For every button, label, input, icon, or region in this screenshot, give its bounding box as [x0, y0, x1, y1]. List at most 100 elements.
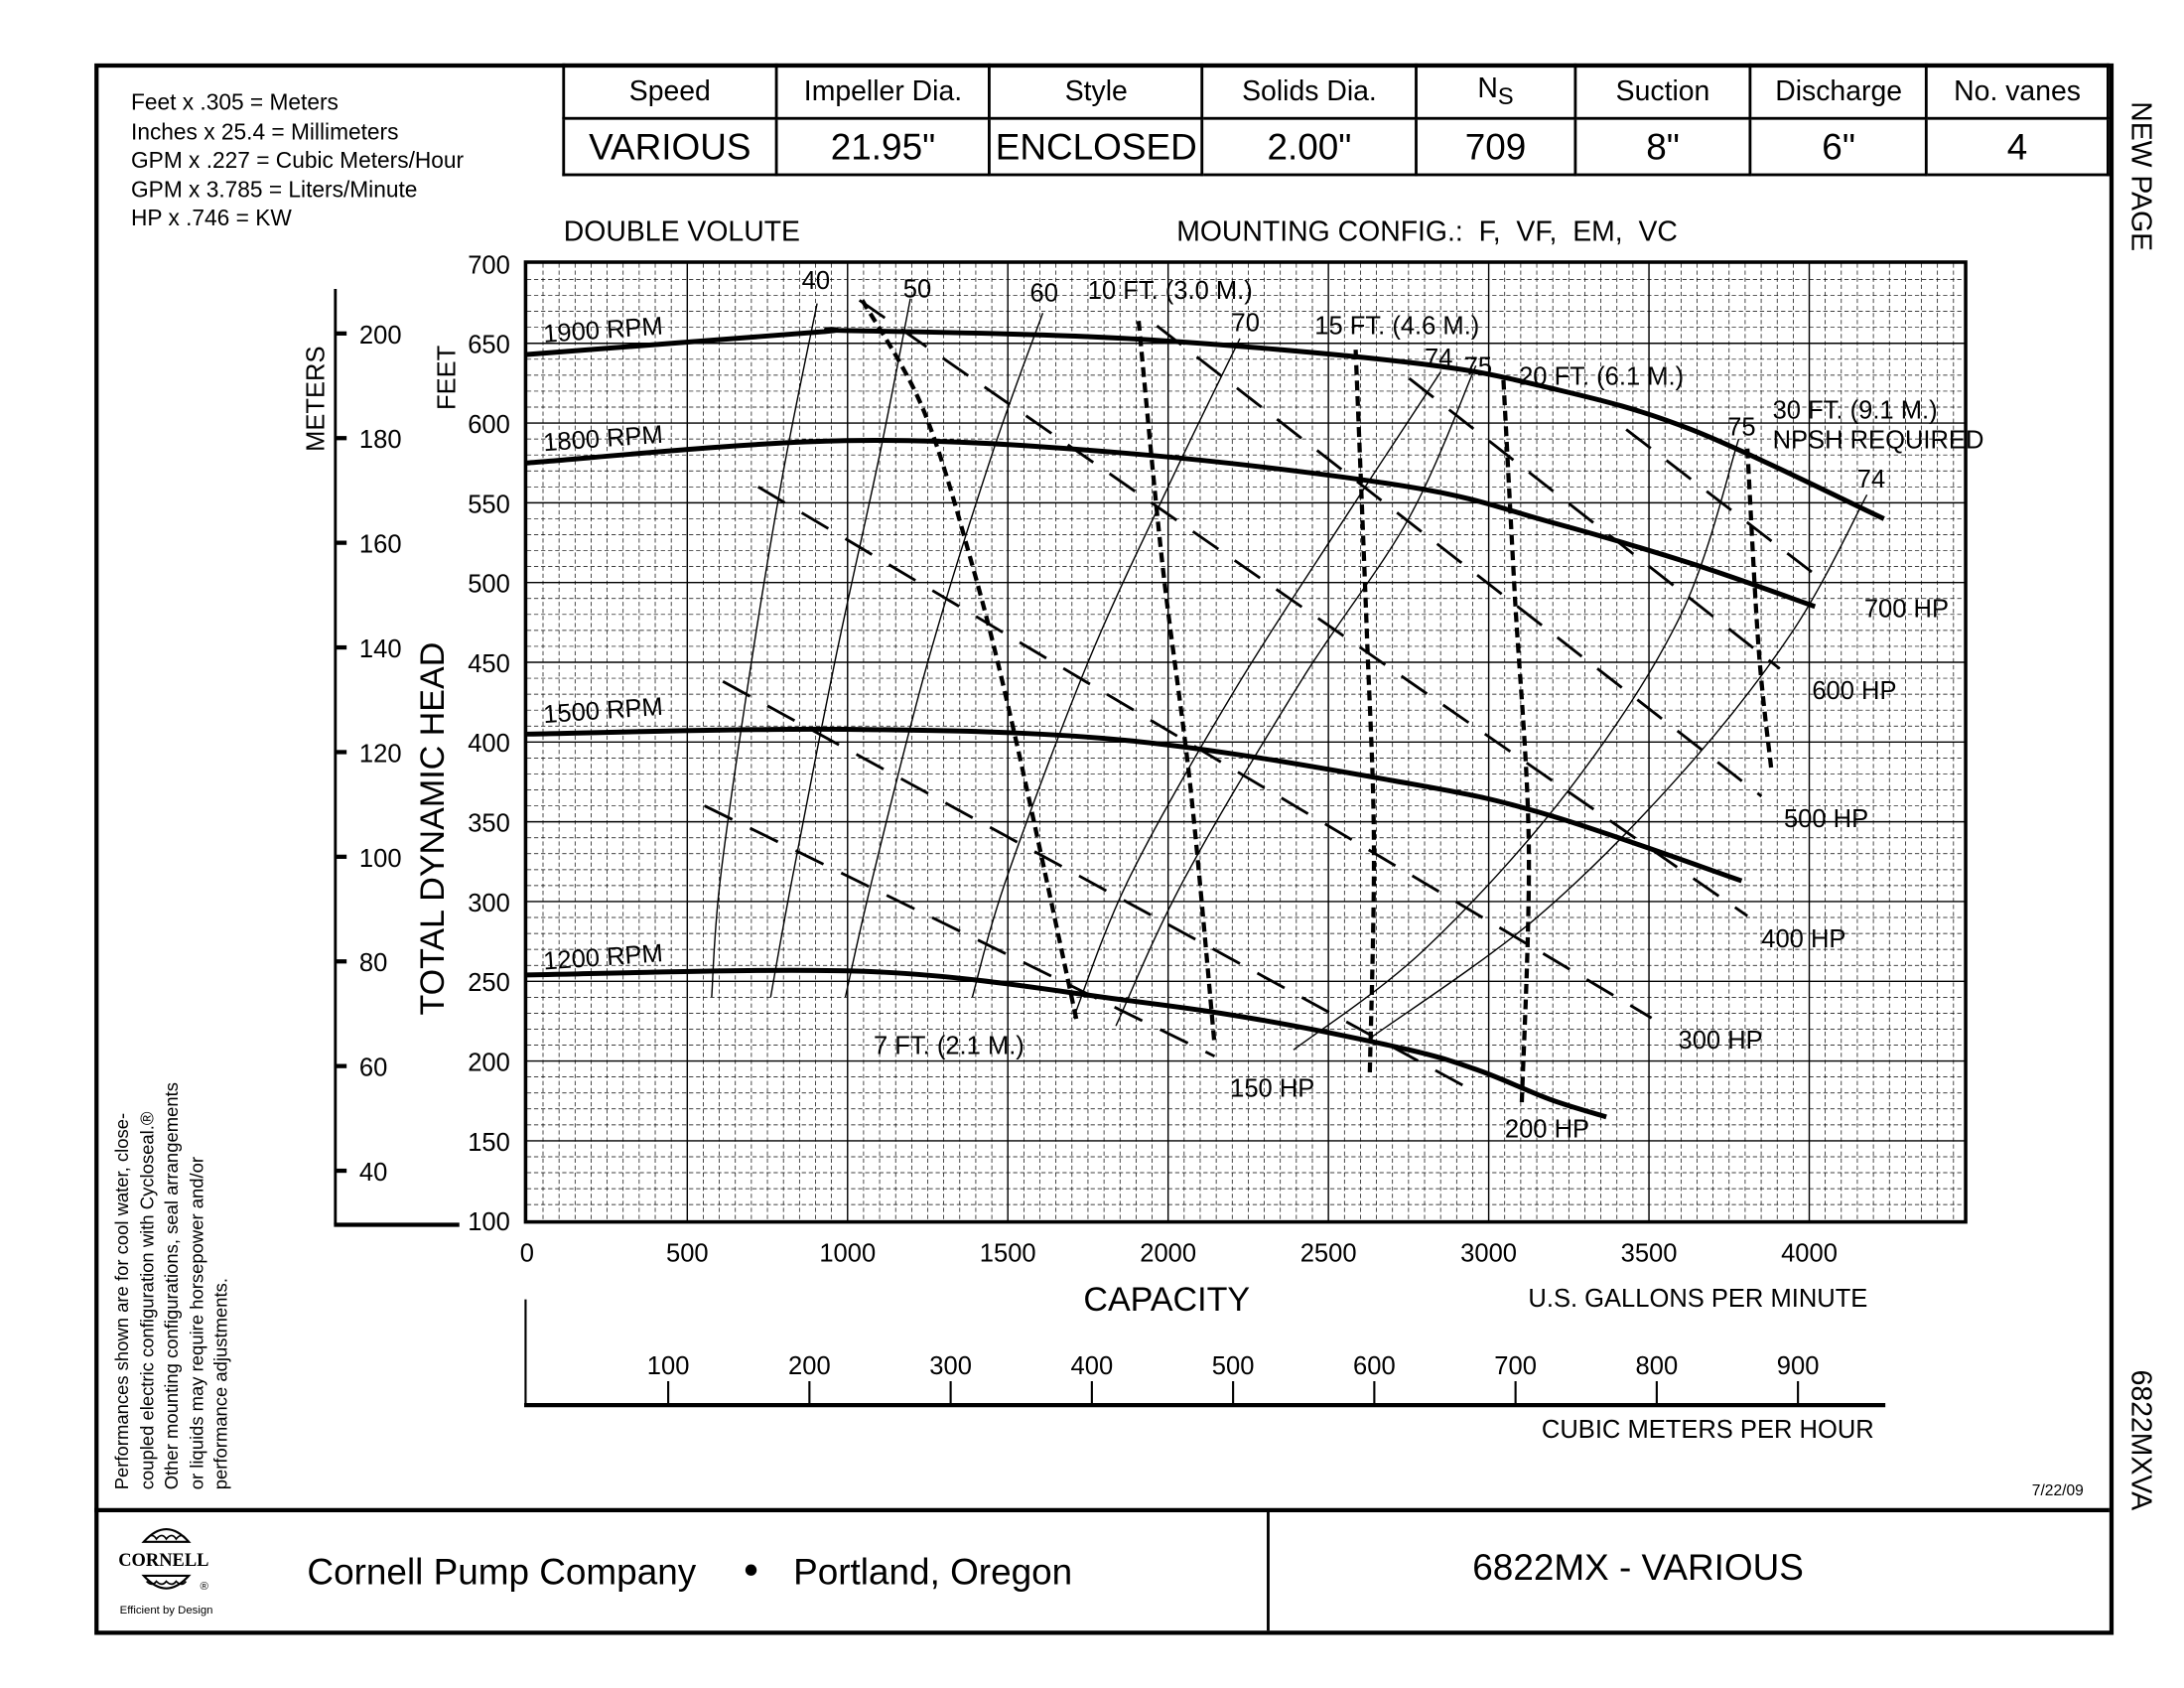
efficiency-label: 40	[802, 267, 830, 295]
horsepower-line	[1625, 428, 1825, 583]
horsepower-label: 700 HP	[1864, 596, 1949, 624]
model-title: 6822MX - VARIOUS	[1472, 1546, 1804, 1589]
footer-divider	[94, 1507, 2110, 1513]
m3h-tick-label: 800	[1636, 1352, 1679, 1380]
meters-tick-label: 40	[359, 1159, 387, 1187]
y-tick-label: 150	[468, 1129, 510, 1157]
ns-subscript: S	[1497, 82, 1514, 110]
y-tick-label: 500	[468, 571, 510, 599]
npsh-curve	[1353, 350, 1377, 1076]
npsh-label: 15 FT. (4.6 M.)	[1314, 312, 1479, 340]
horsepower-line	[1156, 324, 1763, 798]
company-name: Cornell Pump Company	[307, 1550, 697, 1593]
value-no-vanes: 4	[1925, 116, 2110, 177]
efficiency-label: 74	[1857, 466, 1885, 493]
m3h-tick-label: 100	[647, 1352, 690, 1380]
efficiency-label: 75	[1727, 414, 1755, 442]
chart-grid	[526, 263, 1967, 1221]
m3h-tick-label: 900	[1777, 1352, 1820, 1380]
meters-tick-label: 140	[359, 635, 402, 663]
npsh-curve	[1136, 321, 1217, 1046]
horsepower-label: 300 HP	[1679, 1027, 1763, 1055]
efficiency-curve	[1072, 371, 1441, 1019]
efficiency-label: 50	[903, 275, 931, 303]
horsepower-line	[704, 804, 1216, 1058]
x-tick-label: 2500	[1300, 1239, 1357, 1267]
header-discharge: Discharge	[1749, 63, 1929, 120]
value-speed: VARIOUS	[562, 116, 778, 177]
logo-tagline: Efficient by Design	[119, 1604, 213, 1618]
y-tick-label: 350	[468, 810, 510, 838]
y-axis-title: TOTAL DYNAMIC HEAD	[414, 642, 452, 1016]
header-ns: NS	[1415, 63, 1576, 120]
x-tick-label: 4000	[1781, 1239, 1838, 1267]
y-tick-label: 300	[468, 890, 510, 917]
logo-icon	[141, 1527, 192, 1590]
header-solids-dia: Solids Dia.	[1200, 63, 1418, 120]
npsh-label: 7 FT. (2.1 M.)	[874, 1033, 1024, 1060]
horsepower-label: 150 HP	[1230, 1074, 1314, 1102]
meters-tick-label: 200	[359, 322, 402, 350]
mounting-config-label: MOUNTING CONFIG.: F, VF, EM, VC	[1176, 216, 1678, 248]
m3h-tick-label: 500	[1212, 1352, 1255, 1380]
horsepower-label: 400 HP	[1761, 925, 1845, 953]
y-tick-label: 700	[468, 251, 510, 279]
meters-tick-label: 160	[359, 531, 402, 559]
footer-column-divider	[1267, 1509, 1270, 1631]
y-tick-label: 100	[468, 1208, 510, 1236]
value-style: ENCLOSED	[988, 116, 1204, 177]
horsepower-line	[858, 299, 1748, 917]
meters-tick-label: 180	[359, 426, 402, 454]
y-tick-label: 400	[468, 730, 510, 758]
conversion-line: GPM x .227 = Cubic Meters/Hour	[131, 149, 465, 174]
y-tick-label: 550	[468, 491, 510, 518]
m3h-tick-label: 400	[1071, 1352, 1114, 1380]
efficiency-curve	[1115, 364, 1477, 1027]
meters-tick-label: 120	[359, 740, 402, 768]
y2-axis-unit: METERS	[302, 346, 330, 451]
speed-curve	[526, 438, 1817, 610]
header-speed: Speed	[562, 63, 778, 120]
x-axis-title: CAPACITY	[1083, 1281, 1250, 1319]
npsh-curve	[1745, 448, 1774, 769]
unit-conversions: Feet x .305 = Meters Inches x 25.4 = Mil…	[131, 90, 464, 235]
x-tick-label: 1000	[819, 1239, 876, 1267]
ns-label: N	[1477, 72, 1498, 104]
bullet-separator	[745, 1564, 757, 1576]
npsh-required-note: NPSH REQUIRED	[1773, 426, 1984, 454]
chart-axes: 100 150 200 250 300 350 400 450 500 550 600 650 700 0…	[334, 251, 1968, 1408]
speed-curve	[526, 967, 1607, 1120]
meters-tick-label: 60	[359, 1055, 387, 1082]
date-label: 7/22/09	[2031, 1482, 2084, 1500]
npsh-curve	[1501, 379, 1532, 1106]
efficiency-curve	[971, 338, 1241, 998]
value-impeller-dia: 21.95"	[774, 116, 992, 177]
y-tick-label: 600	[468, 411, 510, 439]
logo-registered: ®	[200, 1580, 208, 1593]
speed-curve	[526, 726, 1743, 884]
x-tick-label: 500	[666, 1239, 709, 1267]
y-tick-label: 200	[468, 1050, 510, 1077]
cornell-logo: CORNELL ® Efficient by Design	[113, 1519, 220, 1620]
horsepower-label: 500 HP	[1784, 805, 1868, 833]
conversion-line: Inches x 25.4 = Millimeters	[131, 120, 399, 145]
npsh-curve	[860, 299, 1079, 1021]
npsh-label: 30 FT. (9.1 M.)	[1773, 397, 1938, 425]
m3h-tick-label: 600	[1353, 1352, 1396, 1380]
horsepower-label: 600 HP	[1812, 677, 1896, 705]
header-style: Style	[988, 63, 1204, 120]
efficiency-label: 75	[1464, 353, 1492, 381]
header-suction: Suction	[1573, 63, 1752, 120]
x-tick-label: 3500	[1621, 1239, 1678, 1267]
header-no-vanes: No. vanes	[1925, 63, 2110, 120]
x-tick-label: 2000	[1140, 1239, 1196, 1267]
efficiency-label: 70	[1232, 310, 1260, 338]
m3h-tick-label: 200	[788, 1352, 831, 1380]
logo-text: CORNELL	[118, 1548, 209, 1571]
horsepower-line	[722, 680, 1478, 1094]
efficiency-label: 74	[1425, 345, 1452, 372]
value-solids-dia: 2.00"	[1200, 116, 1418, 177]
efficiency-label: 60	[1030, 280, 1058, 308]
horsepower-line	[1408, 376, 1781, 670]
